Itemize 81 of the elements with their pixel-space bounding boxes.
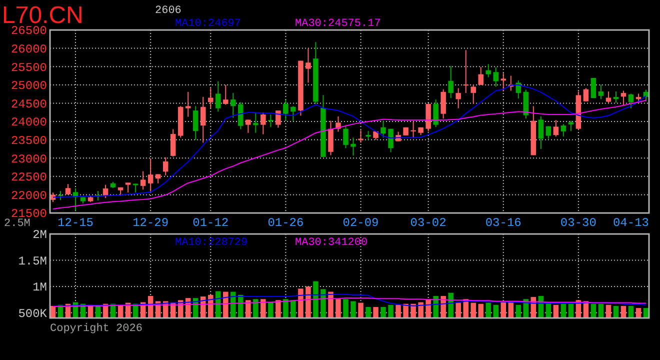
candlestick <box>486 64 491 78</box>
y-tick-label: 23000 <box>10 152 47 166</box>
candlestick <box>200 96 206 144</box>
text: Copyright 2026 <box>50 323 142 335</box>
x-tick-label: 04-13 <box>612 216 649 230</box>
candlestick <box>283 99 288 122</box>
line-series <box>52 294 646 306</box>
candlestick <box>493 66 498 88</box>
y-tick-label: 1M <box>32 280 47 295</box>
candlestick <box>358 130 364 144</box>
candlestick <box>306 48 311 84</box>
candlestick <box>246 119 251 134</box>
candlestick <box>268 114 274 128</box>
candlestick <box>628 93 634 109</box>
text: MA10:228729 <box>175 237 248 249</box>
y-tick-label: 23500 <box>10 134 47 148</box>
x-tick-label: 02-09 <box>342 216 379 230</box>
candlestick <box>328 120 334 156</box>
candlestick <box>260 112 266 135</box>
candlestick <box>538 116 544 150</box>
x-tick-label: 03-16 <box>485 216 522 230</box>
candlestick <box>350 137 356 156</box>
x-tick-label: 12-29 <box>132 216 169 230</box>
candlestick <box>546 126 552 140</box>
candlestick <box>253 112 258 134</box>
y-tick-label: 24000 <box>10 116 47 130</box>
candlestick <box>192 106 198 140</box>
candlestick <box>620 90 626 106</box>
candlestick <box>170 128 176 158</box>
candlestick <box>560 124 566 138</box>
x-tick-label: 01-12 <box>192 216 229 230</box>
y-tick-label: 26000 <box>10 42 47 56</box>
candlestick <box>380 120 386 138</box>
y-tick-label: 25500 <box>10 60 47 75</box>
candlestick <box>433 99 438 128</box>
y-tick-label: 24500 <box>10 97 47 112</box>
candlestick <box>568 120 574 132</box>
x-tick-label: 12-15 <box>58 216 94 230</box>
candlestick <box>606 90 612 104</box>
candlestick <box>216 80 221 112</box>
candlestick <box>500 72 506 92</box>
x-tick-label: 03-02 <box>410 216 446 230</box>
text: MA30:341200 <box>295 237 368 249</box>
candlestick <box>410 121 416 138</box>
candlestick <box>148 158 154 192</box>
candlestick <box>276 110 281 128</box>
candlestick <box>230 92 236 118</box>
candlestick <box>448 65 454 99</box>
candlestick <box>223 84 228 106</box>
candlestick <box>463 50 468 94</box>
x-tick-label: 01-26 <box>268 216 304 230</box>
candlestick <box>583 88 589 102</box>
candlestick <box>523 89 529 120</box>
candlestick <box>125 182 131 194</box>
candlestick <box>553 120 559 138</box>
candlestick <box>162 156 168 176</box>
candlestick <box>140 170 146 190</box>
candlestick <box>102 184 108 198</box>
candlestick <box>155 174 161 184</box>
y-tick-label: 25000 <box>10 79 47 94</box>
candlestick <box>343 124 348 149</box>
line-series <box>52 298 646 307</box>
candlestick <box>58 190 64 201</box>
y-tick-label: 22500 <box>10 170 47 185</box>
candlestick <box>470 84 476 104</box>
text: MA30:24575.17 <box>295 18 381 30</box>
candlestick <box>238 102 244 130</box>
candlestick <box>478 66 484 86</box>
candlestick <box>290 106 296 122</box>
chart-subtitle: 2606 <box>155 5 182 17</box>
y-tick-label: 22000 <box>10 188 47 203</box>
candlestick <box>456 88 461 109</box>
x-tick-label: 03-30 <box>560 216 596 230</box>
candlestick <box>598 84 604 100</box>
candlestick <box>185 91 191 118</box>
y-tick-label: 1.5M <box>18 254 47 268</box>
y-tick-label: 500K <box>18 306 48 321</box>
candlestick <box>440 88 446 120</box>
candlestick <box>208 88 214 109</box>
text: MA10:24697 <box>175 18 242 30</box>
y-tick-label: 2M <box>32 228 47 242</box>
